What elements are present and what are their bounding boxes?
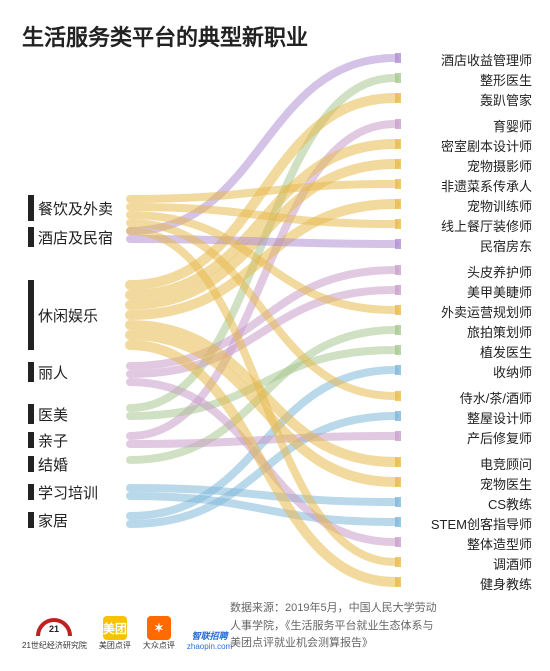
- job-label: 侍水/茶/酒师: [460, 388, 532, 407]
- job-label: 线上餐厅装修师: [441, 216, 532, 235]
- job-label: 产后修复师: [467, 428, 532, 447]
- job-label: 非遗菜系传承人: [441, 176, 532, 195]
- category-label: 酒店及民宿: [38, 227, 113, 248]
- svg-text:21: 21: [49, 624, 59, 634]
- diagram-stage: 生活服务类平台的典型新职业 数据来源：2019年5月，中国人民大学劳动人事学院，…: [0, 0, 550, 671]
- category-bar: [28, 432, 34, 448]
- category-bar: [28, 484, 34, 500]
- source-line: 人事学院，《生活服务平台就业生态体系与: [230, 618, 437, 636]
- logo-icon: 美团: [103, 616, 127, 640]
- logo-item: 智联招聘zhaopin.com: [187, 629, 232, 651]
- job-label: 整形医生: [480, 70, 532, 89]
- logo-item: ✶大众点评: [143, 616, 175, 651]
- category-label: 医美: [38, 404, 68, 425]
- source-line: 数据来源：2019年5月，中国人民大学劳动: [230, 600, 437, 618]
- category-label: 家居: [38, 510, 68, 531]
- job-label: 外卖运营规划师: [441, 302, 532, 321]
- job-label: 整体造型师: [467, 534, 532, 553]
- job-label: 轰趴管家: [480, 90, 532, 109]
- job-label: 收纳师: [493, 362, 532, 381]
- job-label: STEM创客指导师: [431, 514, 532, 533]
- category-bar: [28, 227, 34, 247]
- job-label: 密室剧本设计师: [441, 136, 532, 155]
- job-label: 健身教练: [480, 574, 532, 593]
- category-bar: [28, 280, 34, 350]
- category-bar: [28, 456, 34, 472]
- category-bar: [28, 512, 34, 528]
- job-label: 植发医生: [480, 342, 532, 361]
- logo-item: 美团美团点评: [99, 616, 131, 651]
- job-label: 宠物摄影师: [467, 156, 532, 175]
- job-label: 头皮养护师: [467, 262, 532, 281]
- job-label: 宠物训练师: [467, 196, 532, 215]
- category-bar: [28, 404, 34, 424]
- job-label: 美甲美睫师: [467, 282, 532, 301]
- category-bar: [28, 195, 34, 221]
- job-label: 育婴师: [493, 116, 532, 135]
- job-label: CS教练: [488, 494, 532, 513]
- job-label: 酒店收益管理师: [441, 50, 532, 69]
- job-label: 宠物医生: [480, 474, 532, 493]
- logo-row: 2121世纪经济研究院美团美团点评 ✶大众点评智联招聘zhaopin.com: [22, 612, 232, 651]
- logo-item: 2121世纪经济研究院: [22, 612, 87, 651]
- category-label: 休闲娱乐: [38, 305, 98, 326]
- job-label: 民宿房东: [480, 236, 532, 255]
- logo-icon: ✶: [147, 616, 171, 640]
- category-label: 餐饮及外卖: [38, 198, 113, 219]
- job-label: 调酒师: [493, 554, 532, 573]
- category-bar: [28, 362, 34, 382]
- category-label: 丽人: [38, 362, 68, 383]
- category-label: 亲子: [38, 430, 68, 451]
- job-label: 旅拍策划师: [467, 322, 532, 341]
- source-line: 美团点评就业机会测算报告》: [230, 635, 437, 653]
- flow-ribbon: [130, 436, 395, 444]
- job-label: 电竞顾问: [480, 454, 532, 473]
- category-label: 学习培训: [38, 482, 98, 503]
- data-source: 数据来源：2019年5月，中国人民大学劳动人事学院，《生活服务平台就业生态体系与…: [230, 600, 437, 653]
- category-label: 结婚: [38, 454, 68, 475]
- job-label: 整屋设计师: [467, 408, 532, 427]
